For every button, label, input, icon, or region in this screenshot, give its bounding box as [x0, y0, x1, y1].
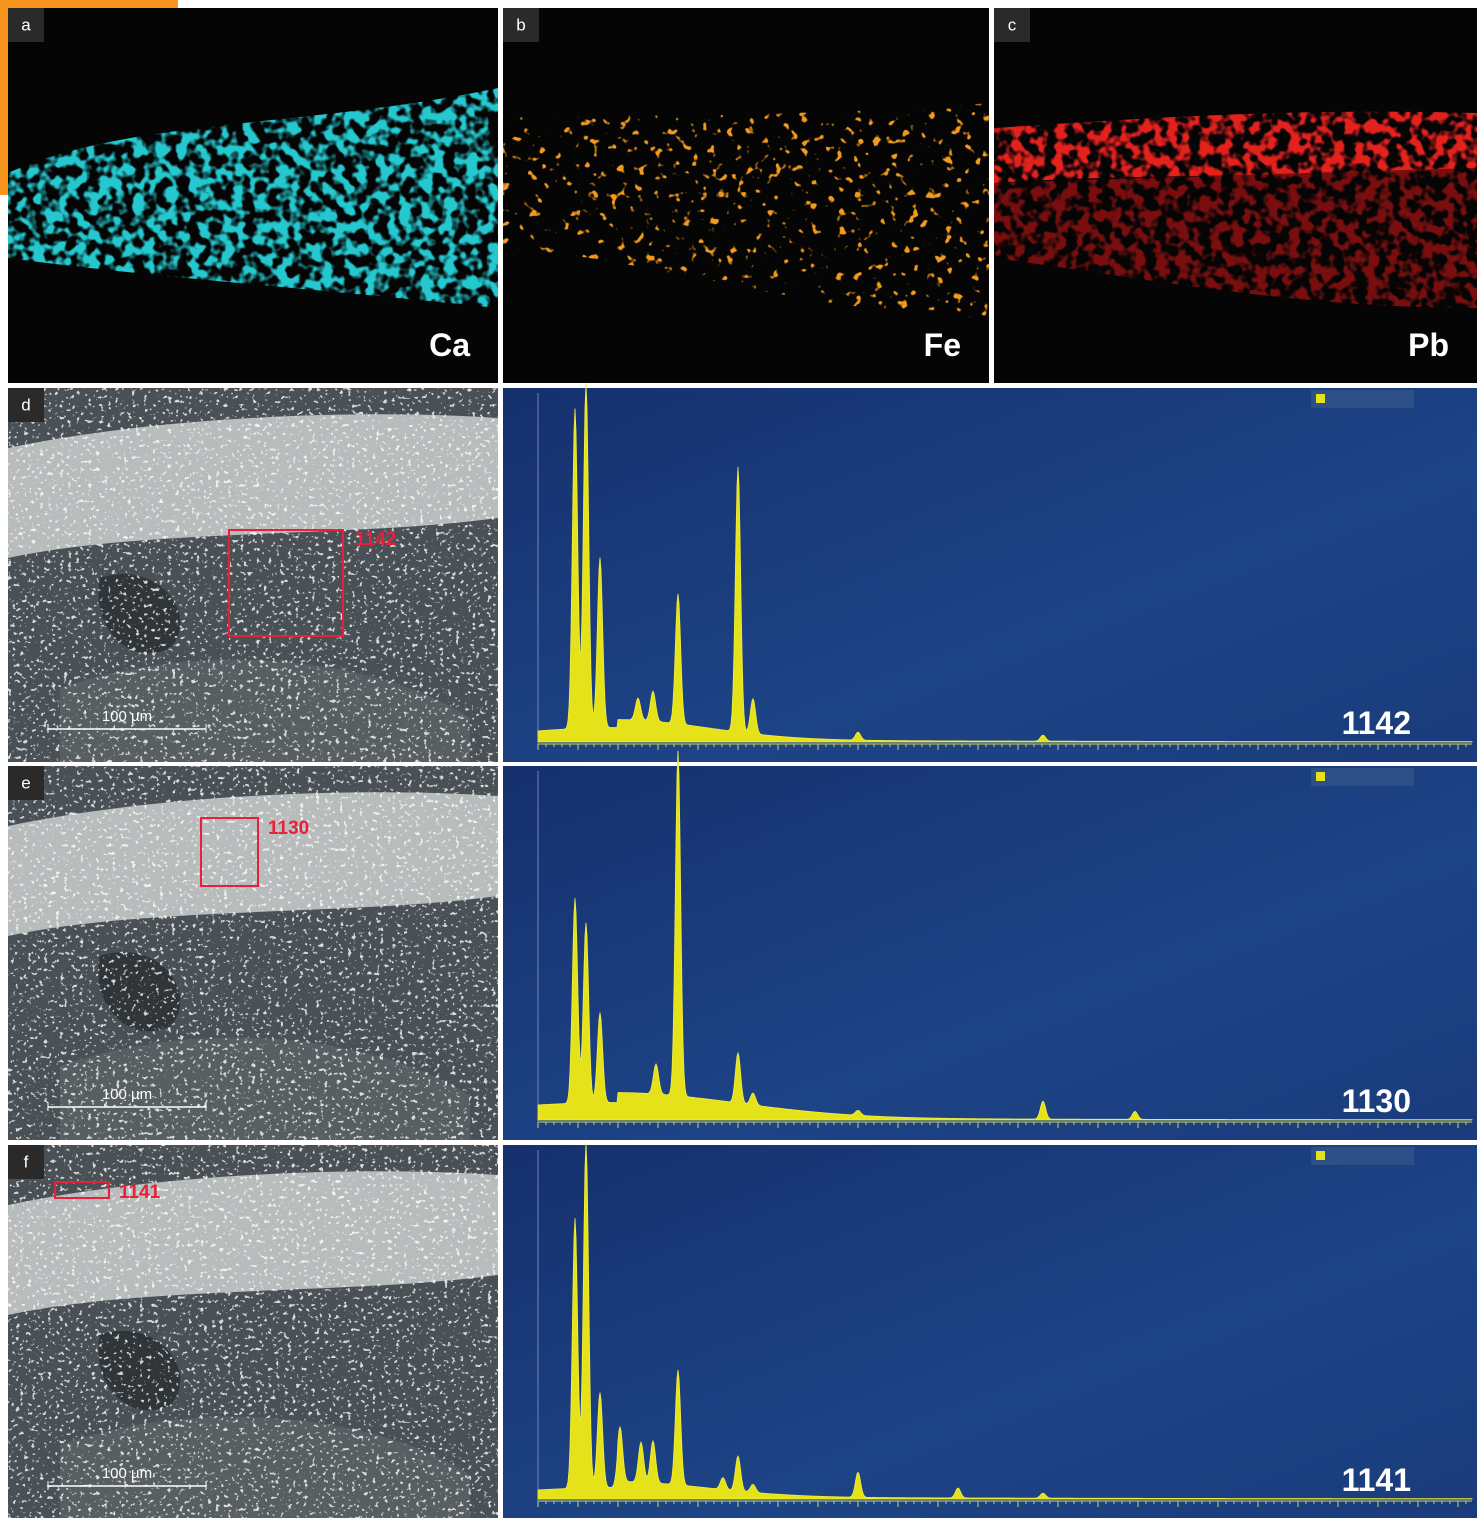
element-label: Fe — [924, 327, 961, 363]
spectrum-background — [503, 1145, 1477, 1518]
spectrum-background — [503, 766, 1477, 1140]
spectrum-box-label: 1141 — [119, 1182, 161, 1203]
sem-texture — [8, 1145, 498, 1518]
figure: a Ca b Fe c Pb 1142 100 µm d 1142 1130 100 µm e 1130 1… — [0, 0, 1477, 1518]
panel-letter: f — [24, 1152, 29, 1171]
spectrum-legend — [1311, 390, 1414, 408]
panel-letter: e — [21, 773, 30, 792]
panel-letter: d — [21, 395, 30, 414]
spectrum-label: 1130 — [1342, 1083, 1411, 1119]
sem-texture — [8, 388, 498, 762]
spectrum-box-label: 1142 — [355, 529, 396, 550]
element-label: Ca — [429, 327, 470, 363]
spectrum-legend-swatch — [1316, 394, 1325, 403]
spectrum-legend — [1311, 768, 1414, 786]
accent-bar — [0, 0, 178, 8]
scale-bar-label: 100 µm — [102, 1465, 152, 1482]
panel-letter: b — [516, 15, 525, 34]
accent-bar — [0, 0, 8, 195]
spectrum-legend-swatch — [1316, 772, 1325, 781]
panel-letter: a — [21, 15, 31, 34]
scale-bar-label: 100 µm — [102, 708, 152, 725]
spectrum-legend-swatch — [1316, 1151, 1325, 1160]
spectrum-legend — [1311, 1147, 1414, 1165]
spectrum-box-label: 1130 — [268, 818, 309, 839]
sem-texture — [8, 766, 498, 1140]
spectrum-label: 1142 — [1342, 705, 1411, 741]
element-label: Pb — [1408, 327, 1449, 363]
scale-bar-label: 100 µm — [102, 1086, 152, 1103]
spectrum-label: 1141 — [1342, 1462, 1411, 1498]
panel-letter: c — [1008, 15, 1017, 34]
spectrum-background — [503, 388, 1477, 762]
